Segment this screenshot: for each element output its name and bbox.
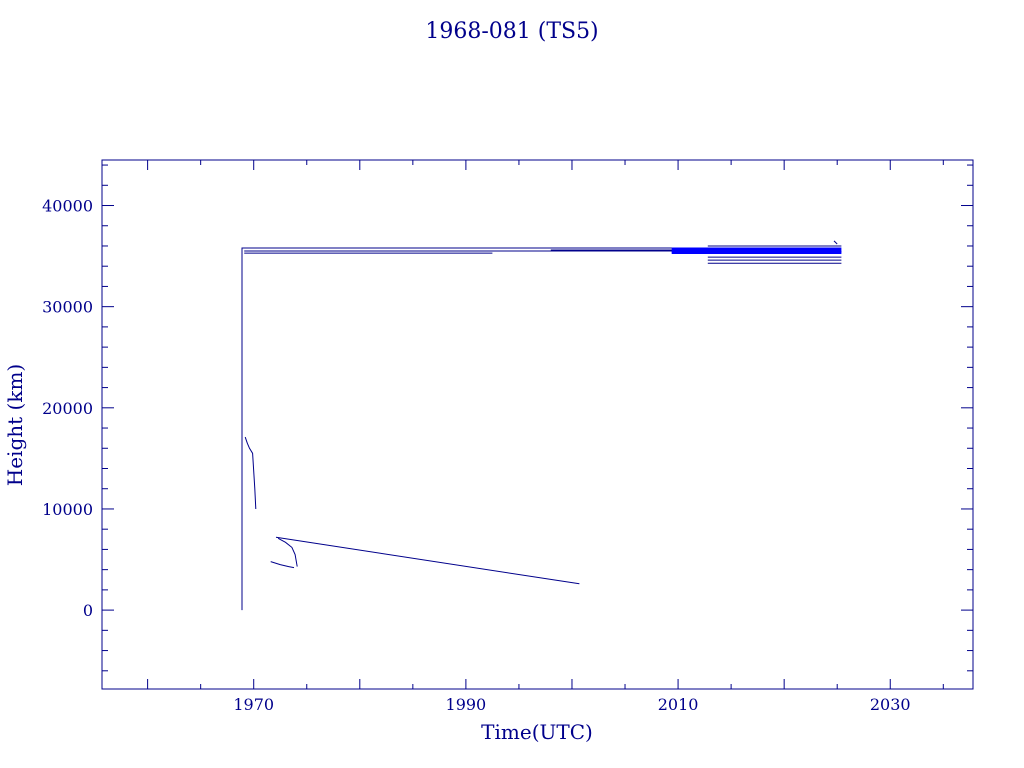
series-line — [277, 537, 298, 567]
tick-labels: 1970 1990 2010 2030 0 10000 20000 30000 40000 — [42, 197, 911, 714]
y-tick-label: 0 — [83, 601, 93, 620]
plot-frame — [101, 159, 974, 690]
x-tick-label: 1990 — [446, 695, 487, 714]
series-line — [241, 247, 841, 611]
y-tick-label: 10000 — [42, 500, 93, 519]
series-line — [275, 536, 580, 585]
x-tick-label: 1970 — [233, 695, 274, 714]
series-line — [244, 436, 257, 510]
x-tick-label: 2030 — [870, 695, 911, 714]
chart-title: 1968-081 (TS5) — [425, 19, 598, 44]
x-tick-label: 2010 — [658, 695, 699, 714]
y-axis-label: Height (km) — [3, 364, 27, 486]
y-tick-label: 20000 — [42, 399, 93, 418]
y-tick-label: 30000 — [42, 298, 93, 317]
x-axis-label: Time(UTC) — [481, 720, 593, 744]
series-line — [270, 561, 295, 569]
series-line — [833, 240, 838, 245]
data-lines — [241, 240, 842, 611]
y-tick-label: 40000 — [42, 197, 93, 216]
axis-ticks — [102, 160, 973, 689]
